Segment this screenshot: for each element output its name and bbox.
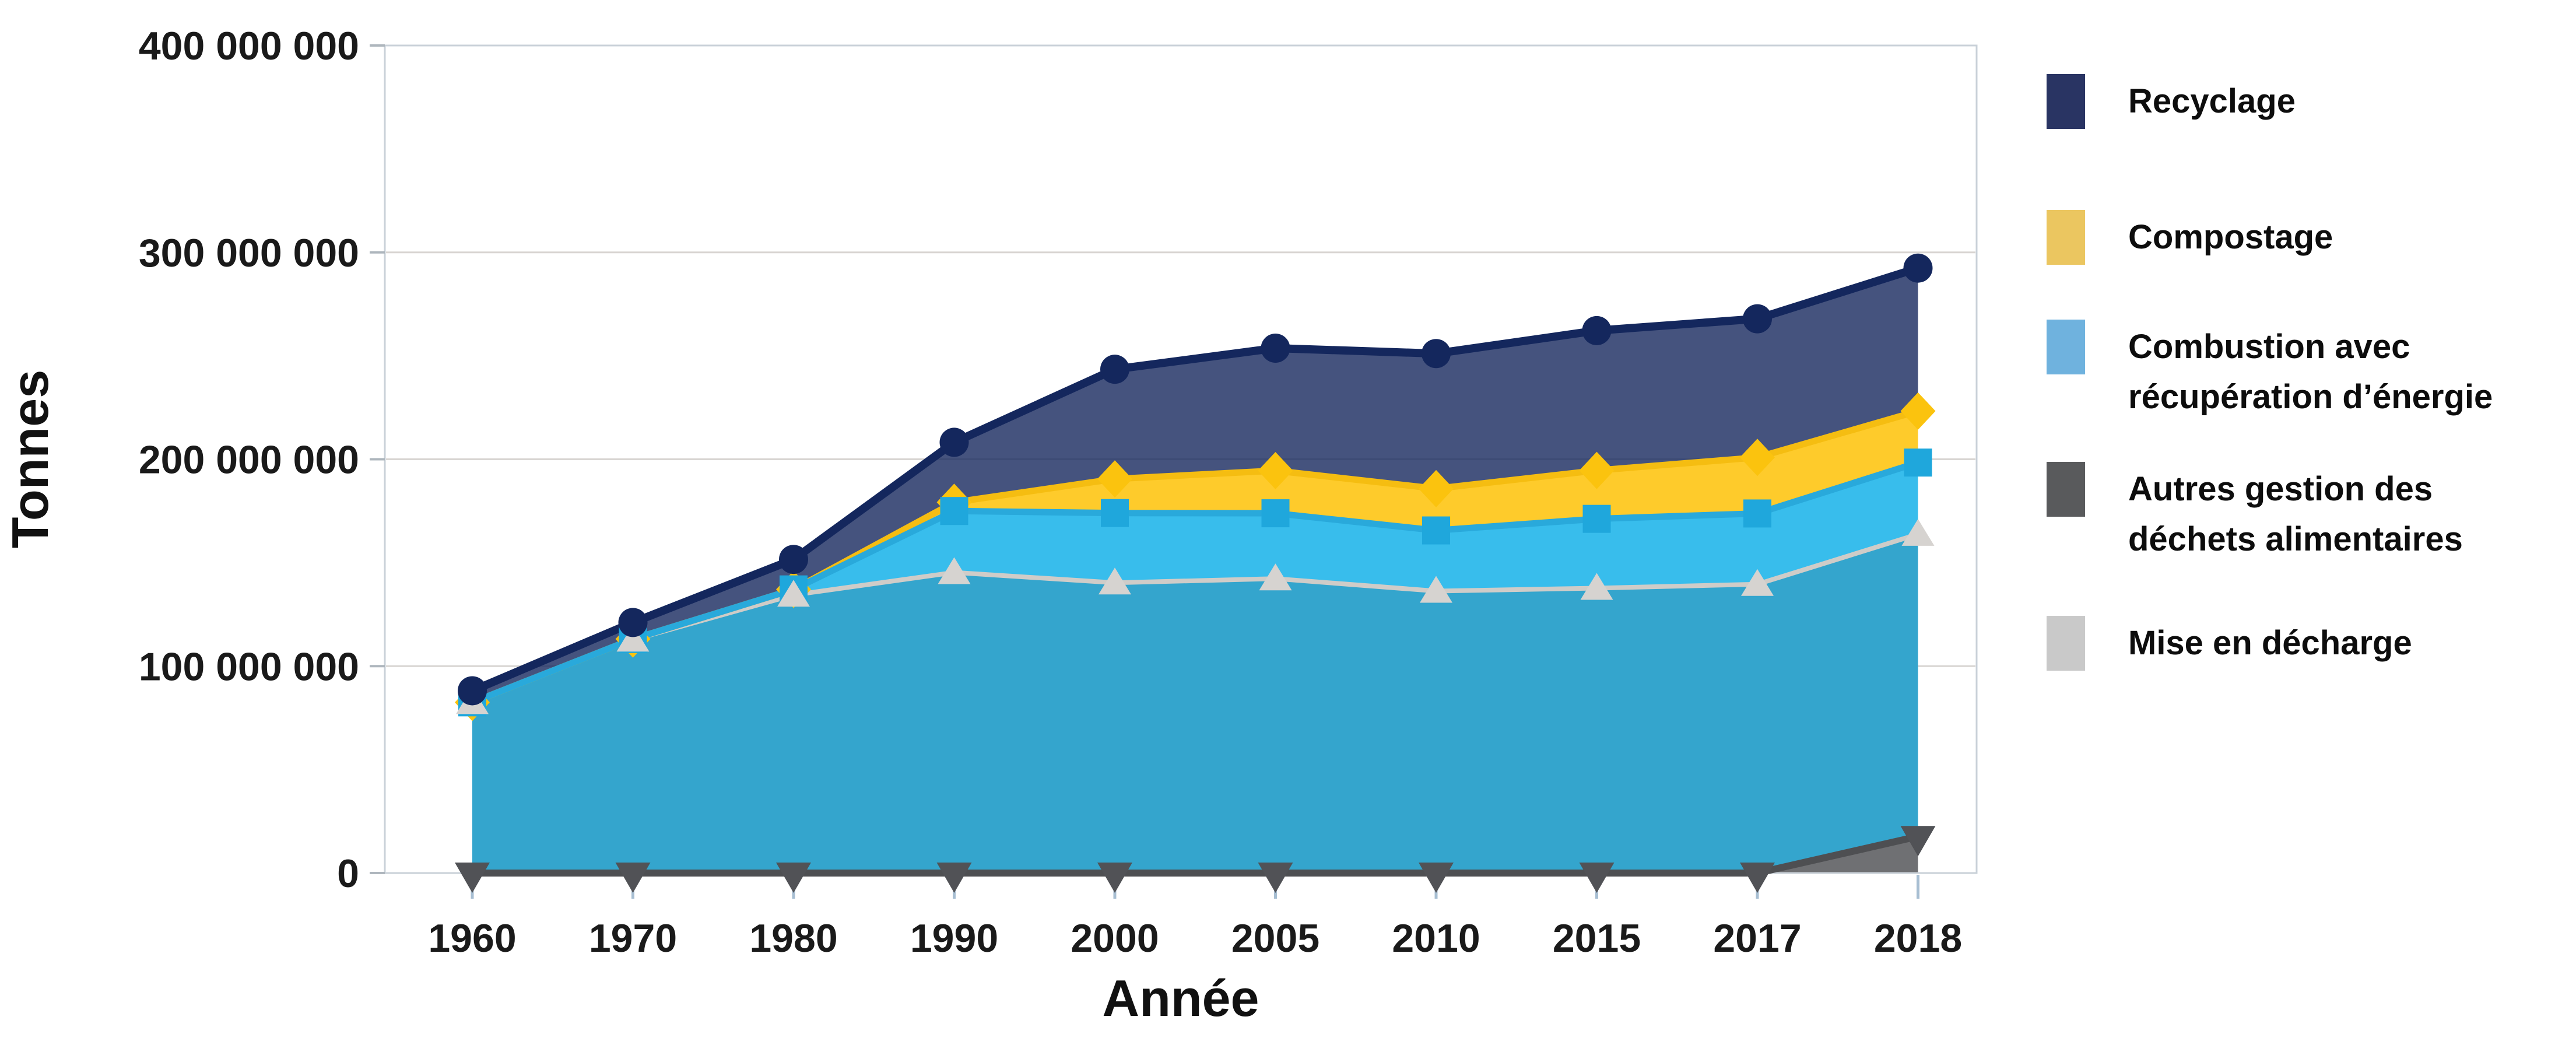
y-tick-label: 300 000 000 [139,231,359,275]
circle-marker-icon [1903,253,1933,283]
square-marker-icon [940,497,968,525]
circle-marker-icon [1100,355,1129,384]
triangle-up-marker-icon [1741,569,1774,596]
triangle-up-marker-icon [616,625,650,652]
square-marker-icon [1101,499,1129,527]
triangle-up-marker-icon [1420,576,1452,603]
triangle-down-marker-icon [936,863,972,893]
square-marker-icon [1743,499,1771,528]
circle-marker-icon [1422,339,1451,369]
legend-label: Combustion avec récupération d’énergie [2128,328,2493,416]
triangle-down-marker-icon [1740,863,1775,893]
circle-marker-icon [779,545,808,574]
triangle-up-marker-icon [1901,518,1935,546]
triangle-down-marker-icon [776,863,811,893]
legend-swatch [2047,74,2085,129]
x-tick-label: 2015 [1553,916,1641,961]
square-marker-icon [1904,448,1932,477]
x-tick-label: 1980 [749,916,837,961]
legend-swatch [2047,462,2085,517]
x-tick-label: 1990 [910,916,998,961]
circle-marker-icon [458,676,487,706]
circle-marker-icon [1582,316,1612,345]
triangle-down-marker-icon [1419,863,1454,893]
triangle-down-marker-icon [1579,863,1615,893]
square-marker-icon [1582,504,1611,533]
diamond-marker-icon [1740,439,1775,476]
triangle-down-marker-icon [455,863,490,893]
square-marker-icon [1422,516,1450,545]
triangle-up-marker-icon [1259,563,1292,591]
y-tick-label: 400 000 000 [139,24,359,68]
legend-swatch [2047,320,2085,374]
diamond-marker-icon [1097,460,1132,498]
triangle-up-marker-icon [1099,567,1131,595]
diamond-marker-icon [1900,392,1936,430]
y-axis: 0 100 000 000 200 000 000 300 000 000 400 00… [139,24,385,896]
legend-swatch [2047,210,2085,265]
x-tick-label: 2000 [1071,916,1159,961]
triangle-down-marker-icon [1097,863,1132,893]
markers-mise-en-decharge [456,518,1935,714]
x-tick-label: 1960 [428,916,516,961]
area-combustion-avec-recuperation-d-energie [472,462,1918,873]
x-tick-label: 1970 [589,916,677,961]
square-marker-icon [1261,499,1290,528]
triangle-up-marker-icon [938,557,971,584]
x-axis: 1960 1970 1980 1990 2000 2005 2010 2015 2017 2018 [428,875,1962,961]
line-recyclage [468,264,1922,695]
diamond-marker-icon [1579,451,1615,489]
legend: Recyclage Compostage Combustion avec récup… [2029,0,2576,1041]
diamond-marker-icon [1419,469,1454,507]
x-tick-label: 2017 [1713,916,1801,961]
area-mise-en-decharge [472,534,1918,873]
legend-swatch [2047,616,2085,671]
legend-label: Compostage [2128,218,2333,256]
y-axis-title: Tonnes [1,369,59,549]
x-tick-label: 2018 [1874,916,1962,961]
x-axis-title: Année [1102,969,1259,1027]
circle-marker-icon [618,608,648,637]
legend-label: Autres gestion des déchets alimentaires [2128,470,2463,558]
triangle-up-marker-icon [1580,573,1613,600]
line-autres-gestion-des-dechets-alimentaires [469,833,1922,877]
triangle-down-marker-icon [1258,863,1293,893]
line-combustion-avec-recuperation-d-energie [469,459,1921,706]
circle-marker-icon [939,427,969,457]
triangle-down-marker-icon [615,863,651,893]
legend-label: Mise en décharge [2128,624,2412,662]
y-tick-label: 100 000 000 [139,644,359,689]
x-tick-label: 2010 [1392,916,1480,961]
triangle-up-marker-icon [777,580,810,607]
circle-marker-icon [1261,333,1290,363]
legend-label: Recyclage [2128,82,2296,120]
diamond-marker-icon [1258,452,1293,490]
markers-recyclage [458,253,1933,706]
x-tick-label: 2005 [1231,916,1319,961]
markers-autres-gestion-des-dechets-alimentaires [455,826,1936,893]
circle-marker-icon [1743,304,1772,334]
y-tick-label: 0 [337,851,359,896]
y-tick-label: 200 000 000 [139,438,359,482]
triangle-down-marker-icon [1900,826,1936,857]
